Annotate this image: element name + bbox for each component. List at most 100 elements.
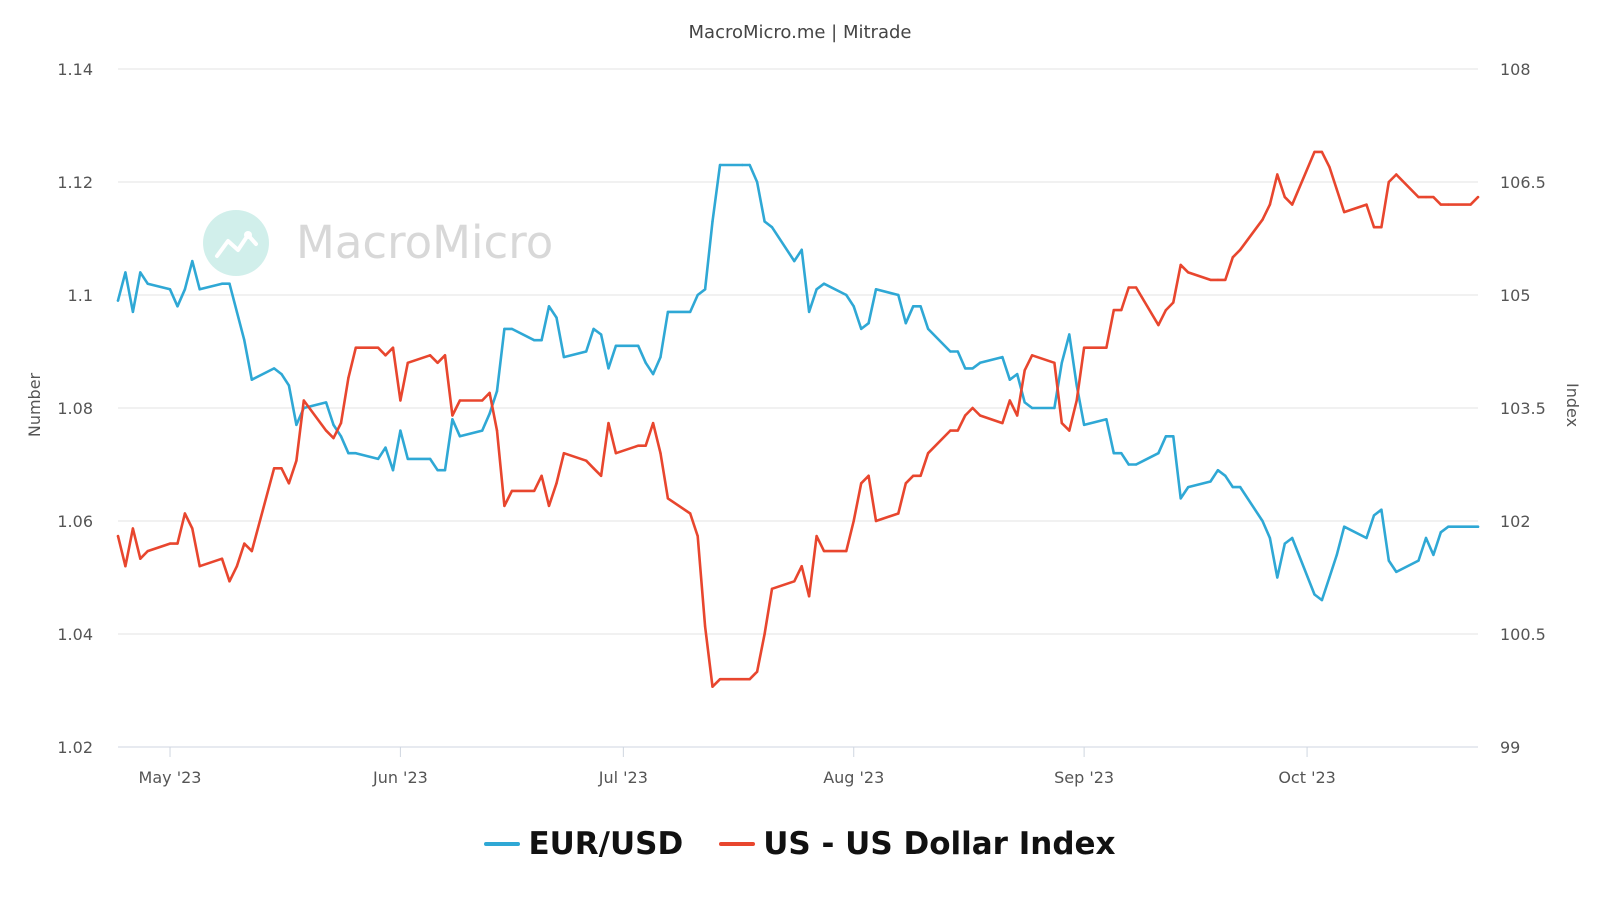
dollar-index-point: [904, 482, 907, 485]
eurusd-point: [659, 355, 662, 359]
dollar-index-point: [1335, 188, 1339, 191]
eurusd-point: [770, 226, 774, 229]
dollar-index-point: [1372, 226, 1376, 229]
legend-swatch-dollar-index: [719, 842, 756, 846]
y-right-tick-label: 99: [1500, 738, 1520, 757]
dollar-index-point: [220, 557, 224, 560]
dollar-index-point: [503, 504, 506, 508]
dollar-index-point: [919, 474, 922, 477]
eurusd-point: [919, 305, 922, 308]
dollar-index-point: [1016, 414, 1019, 417]
eurusd-point: [800, 248, 803, 251]
dollar-index-point: [339, 421, 343, 425]
eurusd-point: [689, 310, 692, 314]
eurusd-point: [607, 367, 610, 370]
legend-item-dollar-index[interactable]: US - US Dollar Index: [719, 826, 1116, 862]
dollar-index-point: [1380, 226, 1383, 229]
dollar-index-point: [1417, 195, 1420, 199]
series-line-eurusd[interactable]: [116, 163, 1480, 602]
eurusd-point: [1395, 570, 1398, 574]
eurusd-point: [1068, 333, 1071, 336]
dollar-index-point: [1134, 286, 1138, 289]
dollar-index-point: [770, 587, 774, 590]
eurusd-point: [562, 355, 566, 359]
eurusd-point: [481, 429, 484, 432]
watermark-text: MacroMicro: [296, 216, 553, 269]
eurusd-point: [748, 163, 751, 167]
y-axis-right: 99 100.5 102 103.5 105 106.5 108: [1500, 60, 1546, 757]
eurusd-point: [1320, 598, 1324, 602]
dollar-index-point: [852, 519, 855, 523]
eurusd-point: [391, 469, 395, 472]
eurusd-point: [867, 322, 870, 325]
dollar-index-point: [1447, 203, 1450, 206]
dollar-index-point: [1157, 323, 1160, 327]
dollar-index-point: [287, 482, 291, 485]
dollar-index-point: [191, 527, 194, 530]
eurusd-point: [1439, 531, 1443, 534]
dollar-index-point: [332, 436, 335, 440]
eurusd-point: [540, 339, 543, 342]
y-left-tick-label: 1.14: [57, 60, 93, 79]
dollar-index-point: [1469, 203, 1472, 206]
legend-item-eurusd[interactable]: EUR/USD: [484, 826, 683, 862]
dollar-index-point: [1120, 308, 1123, 312]
dollar-index-point: [1112, 308, 1116, 312]
y-right-tick-label: 105: [1500, 286, 1531, 305]
eurusd-point: [1261, 519, 1264, 523]
eurusd-point: [458, 435, 462, 438]
eurusd-point: [1216, 469, 1220, 472]
dollar-index-point: [443, 354, 447, 357]
eurusd-point: [510, 327, 514, 331]
dollar-index-point: [659, 452, 662, 455]
eurusd-point: [711, 220, 714, 223]
eurusd-point: [1060, 361, 1064, 364]
y-left-tick-label: 1.1: [68, 286, 93, 305]
y-axis-right-title: Index: [1563, 383, 1582, 427]
dollar-index-point: [280, 467, 283, 470]
x-axis: May '23 Jun '23 Jul '23 Aug '23 Sep '23 Oct '…: [139, 747, 1336, 787]
dollar-index-point: [451, 414, 454, 417]
dollar-index-point: [1231, 256, 1235, 259]
eurusd-point: [1432, 553, 1435, 557]
dollar-index-point: [243, 542, 246, 545]
dollar-index-point: [874, 519, 878, 523]
eurusd-point: [666, 310, 670, 314]
dollar-index-point: [1320, 150, 1324, 154]
dollar-index-point: [949, 429, 952, 432]
dollar-index-point: [644, 444, 647, 447]
eurusd-point: [191, 259, 194, 263]
dollar-index-point: [585, 459, 588, 462]
y-axis-left: 1.02 1.04 1.06 1.08 1.1 1.12 1.14: [57, 60, 93, 757]
dollar-index-point: [1068, 429, 1071, 432]
series-line-dollar-index[interactable]: [116, 150, 1480, 689]
eurusd-point: [235, 310, 239, 314]
dollar-index-point: [1127, 286, 1130, 289]
eurusd-point: [1291, 536, 1294, 540]
eurusd-point: [339, 435, 343, 438]
eurusd-point: [1476, 525, 1480, 528]
eurusd-point: [495, 389, 499, 393]
dollar-index-point: [228, 580, 231, 583]
eurusd-point: [228, 282, 231, 285]
y-left-tick-label: 1.06: [57, 512, 93, 531]
dollar-index-point: [1313, 150, 1316, 154]
dollar-index-point: [1387, 180, 1391, 184]
dollar-index-point: [1164, 308, 1168, 312]
eurusd-point: [1239, 485, 1242, 489]
eurusd-point: [555, 316, 558, 319]
dollar-index-point: [1276, 173, 1279, 176]
dollar-index-point: [406, 361, 409, 364]
dollar-index-point: [897, 512, 900, 515]
eurusd-point: [741, 163, 744, 167]
y-right-tick-label: 103.5: [1500, 399, 1546, 418]
eurusd-point: [1328, 576, 1331, 579]
eurusd-point: [1112, 452, 1116, 455]
dollar-index-point: [510, 489, 514, 493]
dollar-index-point: [562, 452, 566, 455]
eurusd-point: [964, 367, 967, 370]
y-right-tick-label: 108: [1500, 60, 1531, 79]
dollar-index-point: [793, 580, 796, 583]
eurusd-point: [354, 452, 357, 455]
eurusd-point: [332, 423, 335, 427]
